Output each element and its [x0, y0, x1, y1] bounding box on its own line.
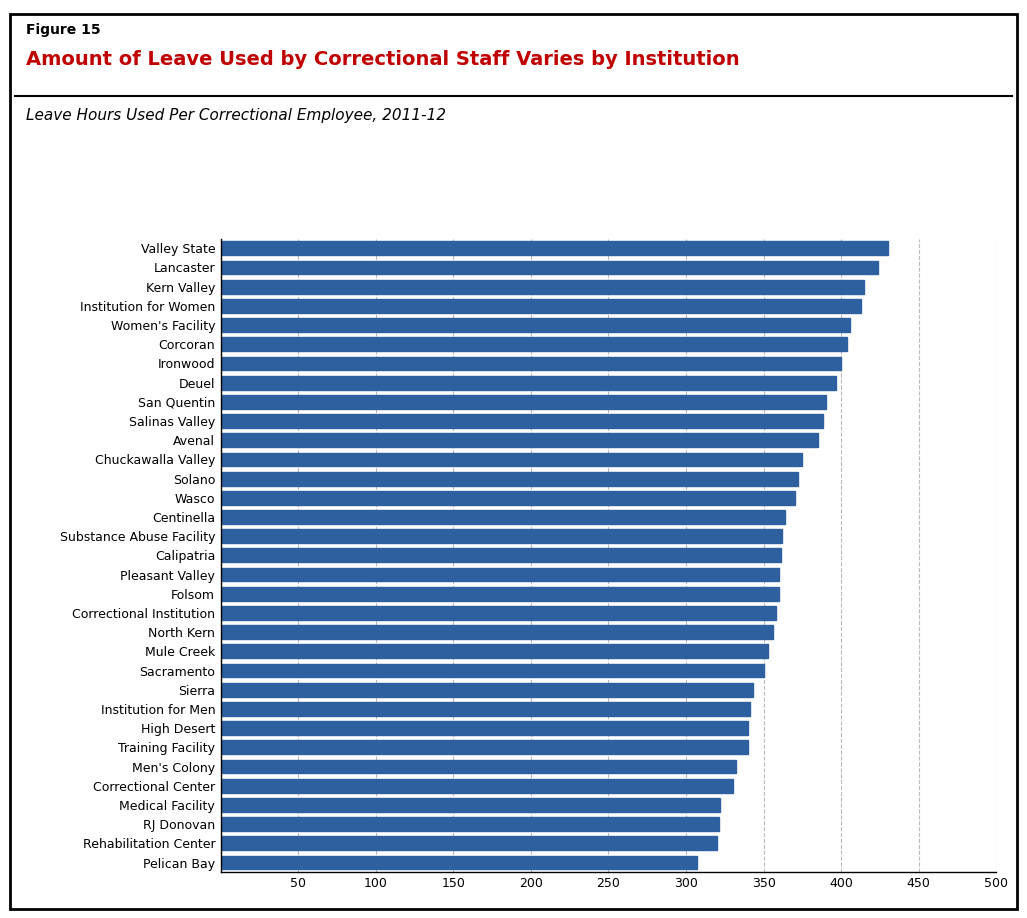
Bar [221, 606, 776, 620]
Bar [221, 491, 795, 505]
Bar [221, 261, 878, 274]
Bar [221, 395, 826, 409]
Bar [221, 644, 768, 658]
Bar [221, 817, 719, 831]
Bar [221, 778, 732, 792]
Bar [221, 375, 836, 389]
Bar [221, 587, 779, 600]
Bar [221, 567, 779, 581]
Bar [221, 759, 735, 774]
Bar [221, 664, 763, 677]
Bar [221, 299, 862, 313]
Bar [221, 472, 798, 486]
Bar [221, 510, 786, 524]
Bar [221, 798, 720, 812]
Bar [221, 683, 753, 697]
Bar [221, 722, 748, 735]
Bar [221, 433, 817, 447]
Text: Amount of Leave Used by Correctional Staff Varies by Institution: Amount of Leave Used by Correctional Sta… [26, 50, 739, 70]
Bar [221, 625, 773, 639]
Bar [221, 453, 802, 466]
Bar [221, 414, 823, 428]
Bar [221, 356, 841, 370]
Bar [221, 337, 847, 352]
Text: Figure 15: Figure 15 [26, 23, 101, 37]
Bar [221, 530, 783, 543]
Bar [221, 319, 850, 332]
Bar [221, 548, 781, 563]
Bar [221, 741, 748, 755]
Bar [221, 856, 697, 869]
Bar [221, 702, 750, 716]
Bar [221, 241, 887, 255]
Bar [221, 836, 717, 850]
Bar [221, 280, 865, 294]
Text: Leave Hours Used Per Correctional Employee, 2011-12: Leave Hours Used Per Correctional Employ… [26, 108, 446, 123]
